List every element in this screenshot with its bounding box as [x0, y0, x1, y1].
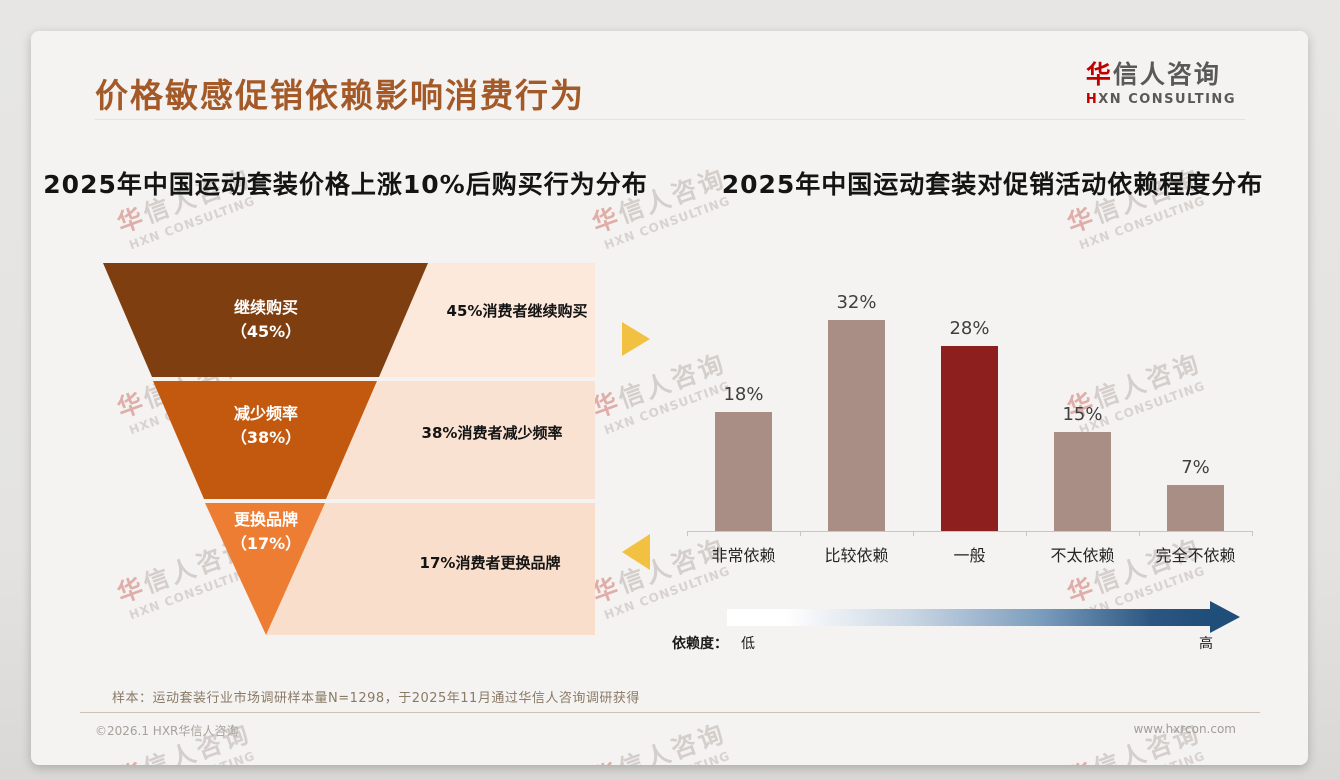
category-label: 非常依赖: [711, 546, 776, 565]
x-axis-labels: 非常依赖 比较依赖 一般 不太依赖 完全不依赖: [687, 542, 1252, 566]
bar-group-4: 15%: [1026, 261, 1139, 531]
copyright-text: ©2026.1 HXR华信人咨询: [95, 724, 239, 738]
watermark-line1: 华信人咨询: [588, 718, 730, 765]
bar-group-5: 7%: [1139, 261, 1252, 531]
segment-1-name: 继续购买: [233, 298, 298, 317]
funnel-chart-title: 2025年中国运动套装价格上涨10%后购买行为分布: [43, 170, 648, 199]
bar-group-1: 18%: [687, 261, 800, 531]
bar: [828, 320, 885, 531]
funnel-annotation-3: 17%消费者更换品牌: [419, 554, 561, 572]
bar: [1054, 432, 1111, 531]
axis-tick: [1026, 531, 1027, 536]
website-url: www.hxrcon.com: [1133, 722, 1236, 736]
funnel-segment-1-label: 继续购买 （45%）: [196, 296, 336, 344]
bar-chart: 18% 32% 28% 15% 7%: [687, 261, 1252, 531]
logo-chinese: 华信人咨询: [1085, 60, 1221, 89]
category-label: 不太依赖: [1050, 546, 1115, 565]
funnel-annotation-band-2: [326, 381, 595, 499]
arrow-left-icon: [622, 534, 650, 570]
bar-value-label: 32%: [836, 292, 877, 313]
bar-value-label: 28%: [949, 318, 990, 339]
watermark-line2: HXN CONSULTING: [1050, 739, 1233, 765]
logo-english: HXN CONSULTING: [1085, 92, 1236, 107]
arrow-right-icon: [622, 322, 650, 356]
bar: [715, 412, 772, 531]
category-label: 完全不依赖: [1155, 546, 1236, 565]
bar-highlighted: [941, 346, 998, 531]
bar-value-label: 7%: [1181, 457, 1210, 478]
funnel-annotation-1: 45%消费者继续购买: [446, 302, 588, 320]
bar-value-label: 18%: [723, 384, 764, 405]
header-divider: [95, 119, 1245, 120]
bar: [1167, 485, 1224, 531]
funnel-annotation-band-3: [266, 503, 595, 635]
funnel-segment-3-label: 更换品牌 （17%）: [196, 508, 336, 556]
funnel-chart: 继续购买 （45%） 减少频率 （38%） 更换品牌 （17%） 45%消费者继…: [90, 250, 610, 642]
segment-2-name: 减少频率: [233, 404, 298, 423]
watermark-line2: HXN CONSULTING: [100, 739, 283, 765]
gradient-legend-high: 高: [1199, 636, 1213, 652]
footer-divider: [80, 712, 1260, 713]
gradient-legend-name: 依赖度：: [672, 636, 728, 652]
axis-tick: [1139, 531, 1140, 536]
gradient-arrow-head-icon: [1210, 601, 1240, 633]
gradient-arrow-body: [727, 609, 1210, 626]
watermark-line1: 华信人咨询: [1063, 533, 1205, 609]
gradient-legend-low: 低: [741, 636, 755, 652]
slide-card: 华信人咨询 HXN CONSULTING 华信人咨询 HXN CONSULTING 华信…: [31, 31, 1308, 765]
bar-group-2: 32%: [800, 261, 913, 531]
category-label: 一般: [953, 546, 986, 565]
funnel-annotation-2: 38%消费者减少频率: [421, 424, 563, 442]
page-title: 价格敏感促销依赖影响消费行为: [95, 76, 585, 115]
funnel-segment-2-label: 减少频率 （38%）: [196, 402, 336, 450]
segment-3-name: 更换品牌: [233, 510, 298, 529]
company-logo: 华信人咨询 HXN CONSULTING: [1086, 55, 1236, 107]
axis-tick: [1252, 531, 1253, 536]
segment-2-value: （38%）: [230, 428, 302, 447]
bar-value-label: 15%: [1062, 404, 1103, 425]
segment-3-value: （17%）: [230, 534, 302, 553]
bar-group-3: 28%: [913, 261, 1026, 531]
funnel-segment-1: [103, 263, 428, 377]
axis-tick: [687, 531, 688, 536]
category-label: 比较依赖: [824, 546, 889, 565]
watermark-line2: HXN CONSULTING: [575, 739, 758, 765]
x-axis: [687, 531, 1253, 536]
axis-tick: [913, 531, 914, 536]
bar-chart-title: 2025年中国运动套装对促销活动依赖程度分布: [721, 170, 1264, 199]
segment-1-value: （45%）: [230, 322, 302, 341]
axis-tick: [800, 531, 801, 536]
sample-footnote: 样本：运动套装行业市场调研样本量N=1298，于2025年11月通过华信人咨询调…: [112, 691, 640, 706]
